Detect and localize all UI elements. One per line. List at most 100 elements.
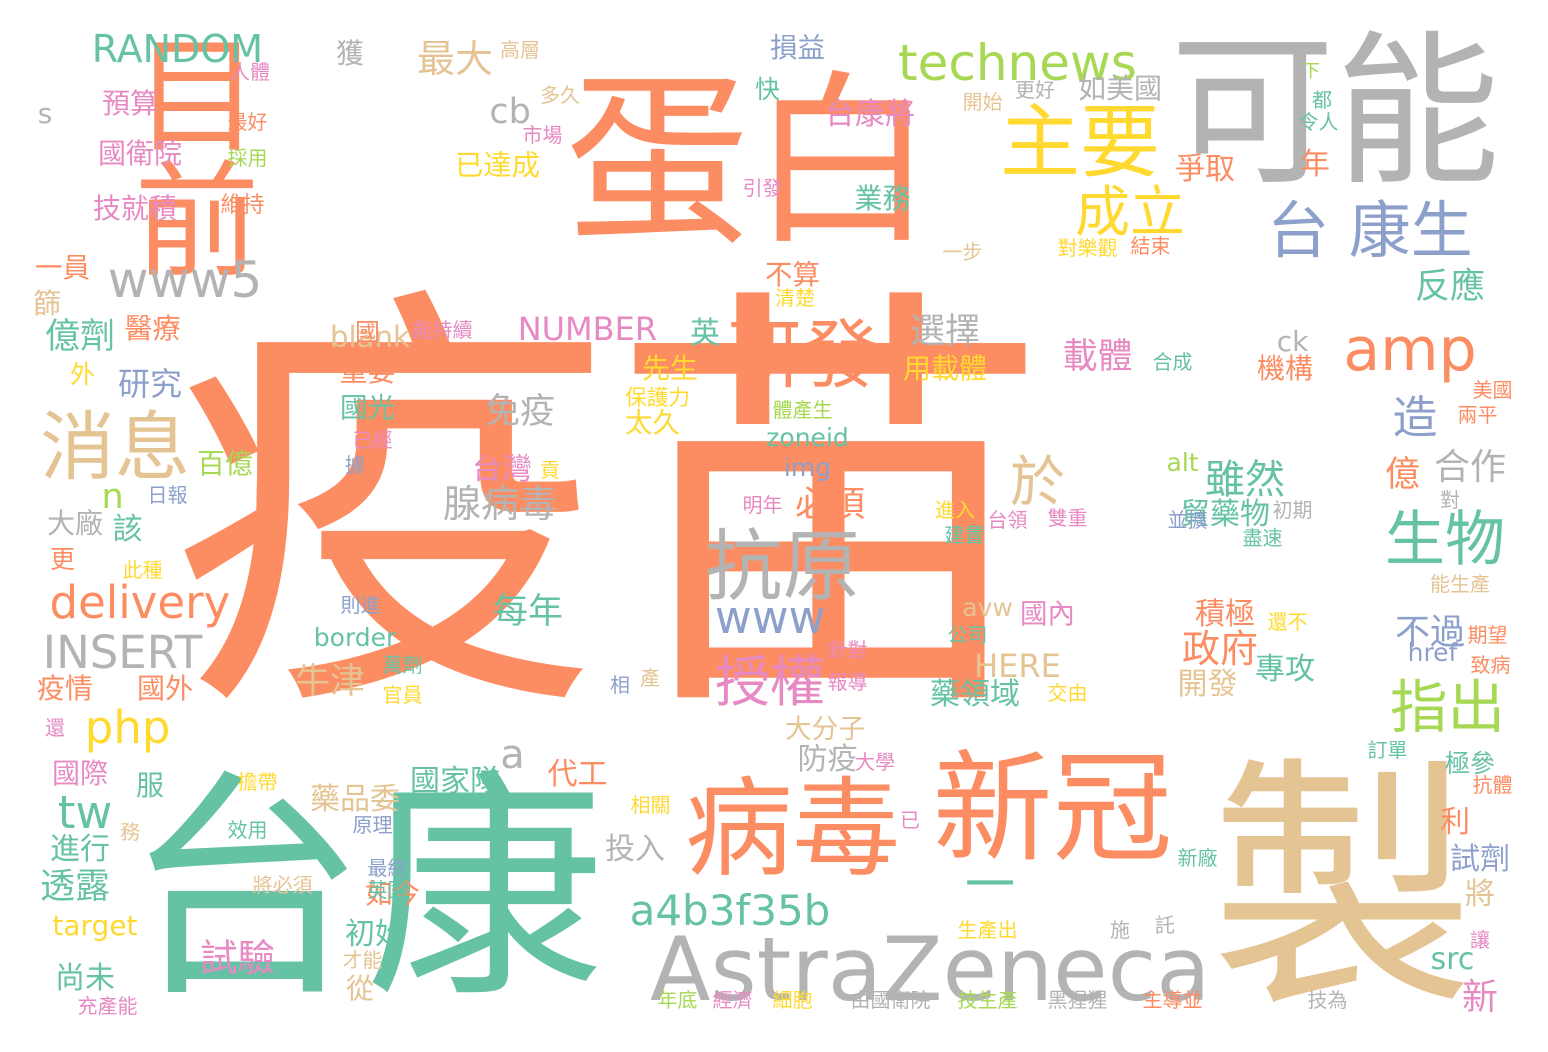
word-cloud-word: 還 bbox=[45, 716, 65, 740]
word-cloud-word: 消息 bbox=[40, 403, 191, 491]
word-cloud-word: 一步 bbox=[942, 240, 983, 264]
word-cloud-word: 效用 bbox=[227, 818, 268, 842]
word-cloud-word: border bbox=[313, 623, 397, 652]
word-cloud-word: 據 bbox=[345, 453, 365, 477]
word-cloud-word: 台灣 bbox=[472, 452, 532, 487]
word-cloud-word: cb bbox=[489, 92, 531, 132]
word-cloud-word: 新冠 bbox=[932, 740, 1173, 879]
word-cloud-word: alt bbox=[1166, 448, 1199, 477]
word-cloud-word: 生物 bbox=[1385, 505, 1505, 575]
word-cloud-word: s bbox=[37, 97, 53, 130]
word-cloud-word: 反應 bbox=[1415, 267, 1486, 307]
word-cloud-word: 盡速 bbox=[1242, 526, 1283, 550]
word-cloud-word: 外 bbox=[70, 359, 96, 389]
word-cloud-word: 服 bbox=[136, 769, 165, 802]
word-cloud-word: 該 bbox=[112, 512, 143, 547]
word-cloud-word: 能生產 bbox=[1430, 572, 1490, 596]
word-cloud-word: 年底 bbox=[657, 988, 698, 1012]
word-cloud-word: 已經 bbox=[352, 428, 393, 452]
word-cloud-word: 損益 bbox=[770, 32, 825, 65]
word-cloud-word: 國家隊 bbox=[410, 764, 500, 799]
word-cloud-word: 防疫 bbox=[797, 742, 858, 777]
word-cloud-word: 雙重 bbox=[1047, 506, 1088, 530]
word-cloud-word: 貢 bbox=[540, 458, 560, 482]
word-cloud-word: 則進 bbox=[340, 593, 381, 617]
word-cloud-word: 如今 bbox=[365, 878, 420, 911]
word-cloud-word: 疫苗 bbox=[170, 254, 1050, 766]
word-cloud-word: 將 bbox=[1465, 877, 1495, 912]
word-cloud-word: 進入 bbox=[935, 498, 975, 522]
word-cloud-word: 最終 bbox=[367, 856, 408, 880]
word-cloud-word: 積極 bbox=[1195, 597, 1255, 632]
word-cloud-word: 相關 bbox=[630, 793, 671, 817]
word-cloud-word: 並擴 bbox=[1167, 508, 1208, 532]
word-cloud-word: 新 bbox=[1462, 977, 1499, 1018]
word-cloud-word: target bbox=[52, 909, 138, 942]
word-cloud-word: 一員 bbox=[35, 252, 90, 285]
word-cloud-word: 施 bbox=[1110, 918, 1130, 942]
word-cloud-word: ck bbox=[1276, 325, 1309, 358]
word-cloud-word: 於 bbox=[1010, 450, 1066, 514]
word-cloud-word: NUMBER bbox=[517, 310, 658, 348]
word-cloud-word: 主導並 bbox=[1142, 988, 1203, 1012]
word-cloud-word: 開始 bbox=[962, 90, 1003, 114]
word-cloud-word: 國衛院 bbox=[98, 137, 183, 170]
word-cloud-word: 此種 bbox=[122, 558, 163, 582]
word-cloud-word: 期望 bbox=[1467, 623, 1508, 647]
word-cloud-word: 更好 bbox=[1015, 78, 1055, 102]
word-cloud-word: 台康 bbox=[125, 750, 606, 1030]
word-cloud-word: 如美國 bbox=[1078, 72, 1163, 105]
word-cloud-word: 明年 bbox=[742, 493, 783, 517]
word-cloud-word: 還不 bbox=[1267, 610, 1308, 634]
word-cloud-word: 建置 bbox=[944, 523, 985, 547]
word-cloud-word: 維持 bbox=[220, 193, 265, 218]
word-cloud-word: 億劑 bbox=[45, 317, 116, 357]
word-cloud-word: 交由 bbox=[1047, 681, 1088, 705]
word-cloud-word: 尚未 bbox=[55, 961, 115, 996]
word-cloud-word: 更 bbox=[50, 544, 76, 574]
word-cloud-word: 疫情 bbox=[37, 672, 94, 705]
word-cloud-word: avw bbox=[962, 593, 1013, 622]
word-cloud-word: 不算 bbox=[765, 259, 820, 292]
word-cloud-word: 技生產 bbox=[957, 988, 1018, 1012]
word-cloud-word: a4b3f35b bbox=[629, 886, 831, 935]
word-cloud-word: 人體 bbox=[230, 60, 270, 84]
word-cloud-word: 託 bbox=[1155, 913, 1175, 937]
word-cloud-word: 造 bbox=[1392, 391, 1438, 444]
word-cloud-word: 都 bbox=[1312, 88, 1332, 112]
word-cloud-word: 大廠 bbox=[47, 507, 104, 540]
word-cloud-word: 令人 bbox=[1298, 110, 1339, 134]
word-cloud-word: 針對 bbox=[827, 638, 868, 662]
word-cloud-word: 清楚 bbox=[775, 286, 815, 310]
word-cloud-word: 能持續 bbox=[412, 318, 473, 342]
word-cloud-word: 大學 bbox=[855, 750, 895, 774]
word-cloud-word: 太久 bbox=[625, 407, 680, 440]
word-cloud-word: 一 bbox=[965, 856, 1015, 914]
word-cloud-word: 投入 bbox=[605, 832, 665, 867]
word-cloud-word: 官員 bbox=[382, 683, 423, 707]
word-cloud-word: 細胞 bbox=[772, 988, 813, 1012]
word-cloud-word: 美國 bbox=[1472, 378, 1513, 402]
word-cloud-word: 指出 bbox=[1390, 673, 1505, 741]
word-cloud-word: 快 bbox=[755, 74, 781, 104]
word-cloud-word: 讓 bbox=[1470, 928, 1490, 952]
word-cloud-word: 國光 bbox=[340, 392, 395, 425]
word-cloud-word: 蛋白 bbox=[565, 54, 935, 270]
word-cloud-word: 預算 bbox=[102, 87, 159, 120]
word-cloud-word: 引發 bbox=[742, 176, 783, 200]
word-cloud-word: 透露 bbox=[40, 867, 111, 907]
word-cloud-word: 保護力 bbox=[625, 386, 691, 412]
word-cloud-word: 可能 bbox=[1170, 16, 1500, 208]
word-cloud-word: 授權 bbox=[715, 650, 826, 714]
word-cloud-word: 最大 bbox=[417, 37, 494, 81]
word-cloud-word: 藥領域 bbox=[930, 677, 1020, 712]
word-cloud-word: blank bbox=[330, 320, 410, 355]
word-cloud-word: 成立 bbox=[1075, 180, 1186, 244]
word-cloud-word: 採用 bbox=[227, 146, 268, 170]
word-cloud-word: 萬劑 bbox=[382, 653, 423, 677]
word-cloud-word: 高層 bbox=[500, 38, 540, 62]
word-cloud-word: 免疫 bbox=[485, 392, 556, 432]
word-cloud-word: 體產生 bbox=[772, 398, 833, 422]
word-cloud-word: 貿藥物 bbox=[1180, 497, 1270, 532]
